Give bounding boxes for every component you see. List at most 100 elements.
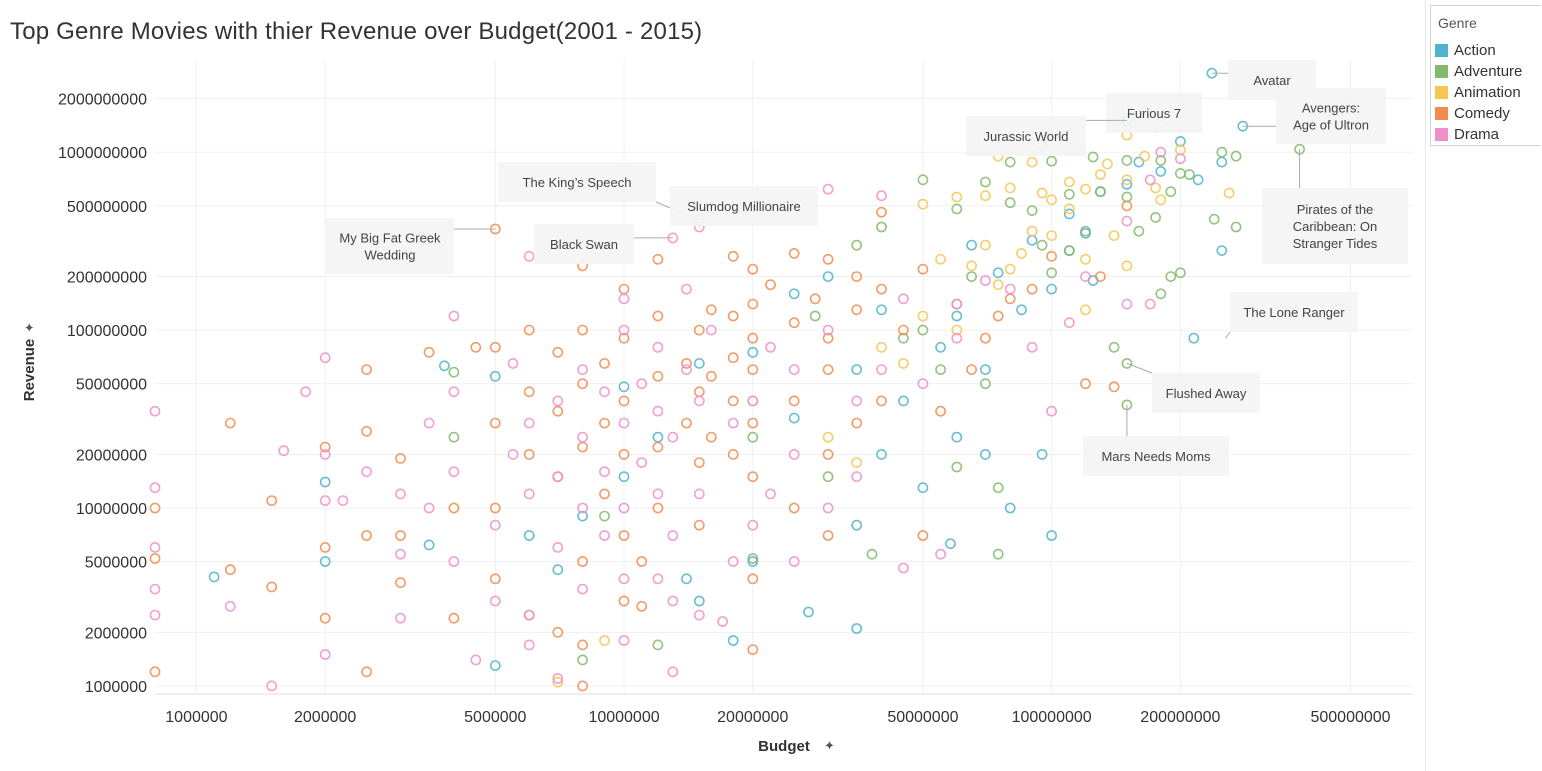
data-point[interactable] <box>577 680 588 692</box>
series-animation[interactable] <box>552 129 1235 688</box>
data-point[interactable] <box>980 378 991 390</box>
data-point[interactable] <box>224 564 236 576</box>
data-point[interactable] <box>523 250 535 262</box>
data-point[interactable] <box>866 548 878 560</box>
data-point[interactable] <box>1144 298 1156 310</box>
data-point[interactable] <box>1121 298 1133 310</box>
data-point[interactable] <box>149 502 161 514</box>
data-point[interactable] <box>681 364 692 375</box>
data-point[interactable] <box>822 448 834 460</box>
data-point[interactable] <box>747 417 759 429</box>
data-point[interactable] <box>652 573 664 585</box>
data-point[interactable] <box>489 502 501 514</box>
data-point[interactable] <box>319 649 331 660</box>
series-action[interactable] <box>208 67 1249 671</box>
data-point[interactable] <box>523 609 535 621</box>
data-point[interactable] <box>1144 174 1156 186</box>
data-point[interactable] <box>448 366 460 378</box>
data-point[interactable] <box>876 304 887 316</box>
data-point[interactable] <box>1004 156 1016 168</box>
data-point[interactable] <box>1063 245 1075 256</box>
data-point[interactable] <box>747 553 759 564</box>
data-point[interactable] <box>599 357 610 369</box>
data-point[interactable] <box>1108 341 1120 353</box>
data-point[interactable] <box>980 275 991 286</box>
data-point[interactable] <box>980 448 991 460</box>
data-point[interactable] <box>705 370 717 382</box>
data-point[interactable] <box>966 239 977 251</box>
data-point[interactable] <box>693 519 705 531</box>
data-point[interactable] <box>1036 239 1048 251</box>
data-point[interactable] <box>1216 156 1228 168</box>
data-point[interactable] <box>1004 283 1016 295</box>
data-point[interactable] <box>1026 156 1038 168</box>
data-point[interactable] <box>876 206 887 218</box>
data-point[interactable] <box>489 417 501 429</box>
data-point[interactable] <box>1121 200 1133 212</box>
data-point[interactable] <box>1004 502 1016 514</box>
data-point[interactable] <box>489 519 501 531</box>
data-point[interactable] <box>1046 530 1057 541</box>
data-point[interactable] <box>917 324 929 336</box>
data-point[interactable] <box>652 441 664 453</box>
data-point[interactable] <box>1046 230 1057 241</box>
data-point[interactable] <box>1087 151 1099 163</box>
data-point[interactable] <box>693 457 705 468</box>
data-point[interactable] <box>747 263 759 275</box>
data-point[interactable] <box>552 676 564 688</box>
data-point[interactable] <box>1175 153 1186 165</box>
data-point[interactable] <box>577 441 588 453</box>
data-point[interactable] <box>951 324 963 336</box>
data-point[interactable] <box>1080 225 1091 237</box>
data-point[interactable] <box>618 448 630 460</box>
data-point[interactable] <box>822 324 834 336</box>
data-point[interactable] <box>693 357 705 369</box>
data-point[interactable] <box>1175 167 1186 179</box>
data-point[interactable] <box>577 324 588 336</box>
data-point[interactable] <box>747 573 759 585</box>
data-point[interactable] <box>618 595 630 607</box>
y-axis-pin-icon[interactable]: ✦ <box>22 322 37 333</box>
data-point[interactable] <box>898 293 909 305</box>
data-point[interactable] <box>727 556 739 567</box>
data-point[interactable] <box>552 542 564 553</box>
data-point[interactable] <box>1036 448 1048 460</box>
data-point[interactable] <box>618 417 630 429</box>
data-point[interactable] <box>727 395 739 407</box>
data-point[interactable] <box>395 452 406 464</box>
data-point[interactable] <box>935 364 946 375</box>
data-point[interactable] <box>876 395 887 407</box>
data-point[interactable] <box>577 378 588 390</box>
data-point[interactable] <box>917 530 929 541</box>
data-point[interactable] <box>618 530 630 541</box>
data-point[interactable] <box>876 221 887 233</box>
data-point[interactable] <box>1150 211 1161 223</box>
data-point[interactable] <box>319 542 331 553</box>
data-point[interactable] <box>448 466 460 478</box>
data-point[interactable] <box>1102 158 1113 170</box>
legend[interactable]: Genre Action Adventure Animation Comedy Dram… <box>1430 5 1541 146</box>
data-point[interactable] <box>747 556 759 567</box>
data-point[interactable] <box>917 174 929 186</box>
data-point[interactable] <box>552 471 564 483</box>
data-point[interactable] <box>898 395 909 407</box>
data-point[interactable] <box>552 564 564 576</box>
data-point[interactable] <box>618 635 630 646</box>
data-point[interactable] <box>1063 317 1075 329</box>
data-point[interactable] <box>470 654 482 666</box>
data-point[interactable] <box>765 488 776 500</box>
data-point[interactable] <box>448 502 460 514</box>
data-point[interactable] <box>523 530 535 541</box>
data-point[interactable] <box>423 539 435 551</box>
data-point[interactable] <box>618 471 630 483</box>
data-point[interactable] <box>319 476 331 488</box>
data-point[interactable] <box>727 417 739 429</box>
legend-item-action[interactable]: Action <box>1435 40 1496 60</box>
data-point[interactable] <box>1155 146 1167 158</box>
data-point[interactable] <box>1139 150 1150 162</box>
data-point[interactable] <box>898 357 909 369</box>
series-adventure[interactable] <box>448 139 1305 666</box>
data-point[interactable] <box>1046 283 1057 295</box>
data-point[interactable] <box>727 310 739 322</box>
data-point[interactable] <box>1095 186 1106 198</box>
